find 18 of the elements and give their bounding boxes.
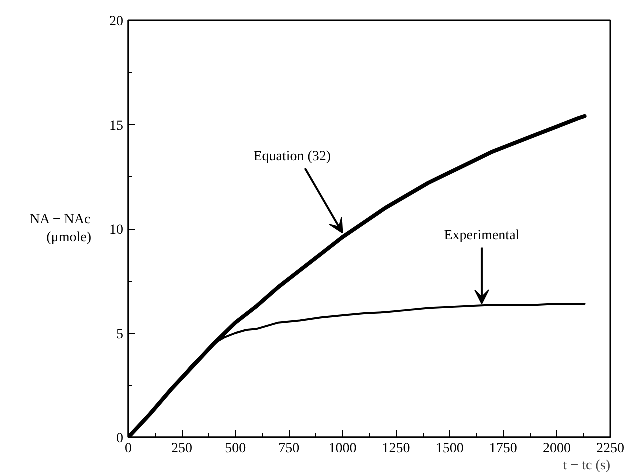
y-tick-label: 20 [110,14,124,30]
x-tick-label: 1000 [328,442,357,456]
x-tick-label: 1750 [489,442,518,456]
x-tick-label: 2000 [542,442,571,456]
x-tick-label: 1500 [436,442,464,456]
y-tick-label: 15 [110,118,124,134]
y-axis-title: NA − NAc (μmole) [30,212,92,246]
x-axis-title: t − tc (s) [563,458,611,474]
y-tick-label: 0 [116,432,124,446]
x-tick-label: 750 [278,442,300,456]
x-tick-label: 2250 [596,442,624,456]
y-tick-label: 10 [110,223,124,238]
y-tick-label: 5 [116,327,124,342]
annotation: Equation (32) [254,149,332,164]
x-tick-label: 1250 [382,442,410,456]
x-tick-label: 250 [172,442,193,456]
x-tick-label: 500 [225,442,246,456]
annotation: Experimental [444,228,520,244]
